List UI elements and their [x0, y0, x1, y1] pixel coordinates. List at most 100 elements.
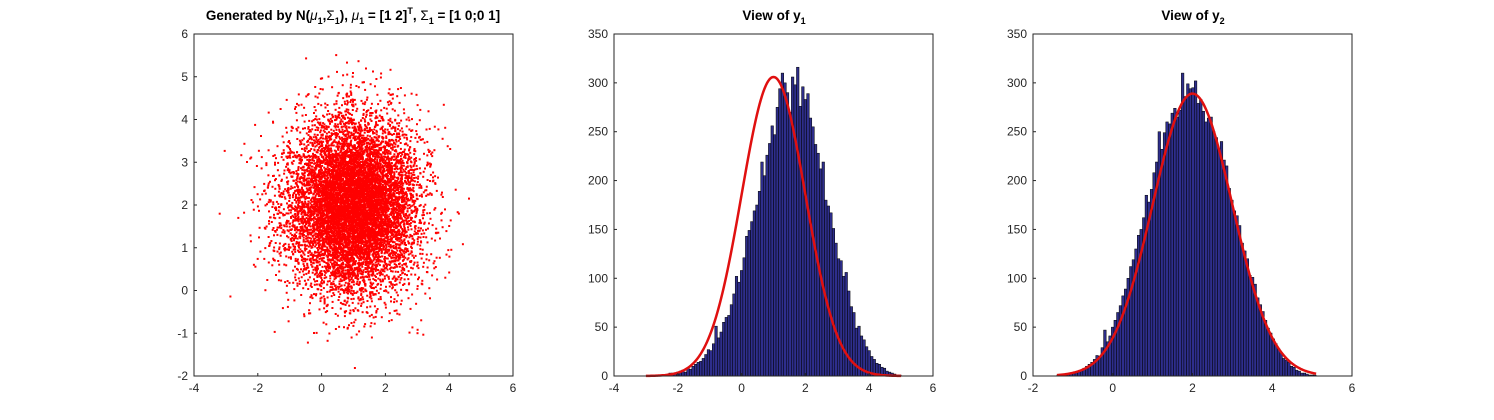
scatter-point [396, 179, 399, 182]
scatter-point [341, 104, 343, 107]
scatter-point [296, 210, 299, 213]
scatter-point [337, 229, 340, 231]
scatter-point [415, 210, 418, 213]
scatter-point [338, 259, 341, 262]
scatter-point [305, 237, 308, 240]
scatter-point [286, 280, 289, 282]
scatter-point [408, 199, 411, 202]
scatter-point [331, 181, 334, 184]
scatter-point [382, 268, 385, 271]
scatter-point [296, 102, 298, 105]
scatter-point [290, 129, 293, 132]
scatter-point [286, 157, 289, 159]
scatter-point [361, 191, 364, 194]
scatter-point [379, 162, 382, 165]
scatter-point [370, 300, 373, 303]
scatter-point [394, 270, 397, 273]
scatter-point [404, 251, 407, 254]
scatter-point [384, 198, 387, 201]
scatter-point [338, 171, 340, 174]
scatter-point [343, 326, 345, 329]
scatter-point [293, 237, 296, 240]
scatter-point [393, 284, 396, 286]
scatter-point [323, 175, 326, 178]
scatter-point [393, 153, 396, 156]
scatter-point [375, 184, 378, 187]
scatter-point [362, 204, 365, 207]
scatter-point [280, 178, 283, 181]
scatter-point [396, 231, 398, 234]
scatter-point [296, 129, 299, 132]
scatter-point [371, 263, 374, 266]
scatter-point [379, 164, 382, 167]
scatter-point [400, 269, 403, 272]
scatter-point [395, 283, 398, 286]
scatter-point [445, 230, 448, 233]
scatter-point [384, 159, 387, 162]
scatter-point [345, 127, 348, 130]
scatter-point [386, 156, 389, 159]
scatter-point [334, 175, 337, 178]
scatter-point [310, 261, 313, 263]
scatter-point [304, 226, 307, 229]
scatter-point [387, 263, 390, 266]
scatter-point [291, 221, 294, 224]
scatter-point [342, 114, 345, 117]
scatter-point [375, 202, 378, 205]
scatter-point [306, 158, 309, 161]
scatter-point [396, 312, 399, 315]
scatter-point [280, 279, 283, 282]
scatter-point [336, 169, 339, 172]
scatter-point [384, 184, 387, 187]
scatter-point [365, 148, 368, 151]
scatter-point [399, 180, 402, 183]
scatter-point [258, 236, 260, 239]
scatter-point [362, 271, 365, 274]
scatter-point [399, 303, 402, 306]
scatter-point [397, 270, 400, 273]
scatter-point [329, 122, 331, 125]
scatter-point [395, 176, 398, 179]
scatter-point [397, 114, 400, 117]
scatter-point [307, 236, 310, 239]
scatter-point [315, 176, 318, 178]
scatter-point [311, 271, 314, 274]
scatter-point [288, 200, 291, 202]
scatter-point [314, 180, 317, 183]
scatter-point [324, 311, 327, 314]
scatter-point [260, 156, 263, 159]
scatter-point [273, 330, 276, 333]
scatter-point [302, 221, 305, 224]
scatter-point [410, 273, 413, 276]
scatter-point [372, 169, 375, 172]
scatter-point [327, 118, 330, 121]
scatter-point [378, 162, 381, 165]
scatter-point [305, 187, 308, 190]
scatter-point [346, 99, 349, 102]
scatter-point [282, 229, 285, 232]
scatter-point [375, 232, 378, 235]
scatter-point [302, 263, 305, 266]
scatter-point [314, 204, 317, 207]
scatter-point [325, 156, 328, 159]
scatter-point [298, 193, 301, 196]
scatter-point [295, 240, 298, 243]
scatter-point [403, 219, 406, 222]
scatter-point [407, 226, 409, 229]
scatter-point [372, 259, 375, 262]
scatter-point [300, 213, 303, 216]
scatter-point [386, 239, 389, 242]
scatter-point [410, 218, 413, 221]
scatter-point [318, 146, 321, 149]
scatter-point [366, 146, 368, 149]
scatter-point [308, 270, 310, 273]
scatter-point [260, 135, 262, 137]
scatter-point [314, 250, 316, 253]
scatter-point [319, 300, 322, 303]
scatter-point [378, 146, 381, 149]
scatter-point [316, 256, 319, 259]
scatter-point [415, 193, 418, 196]
scatter-point [314, 86, 317, 88]
scatter-point [313, 210, 316, 213]
scatter-point [395, 257, 398, 260]
